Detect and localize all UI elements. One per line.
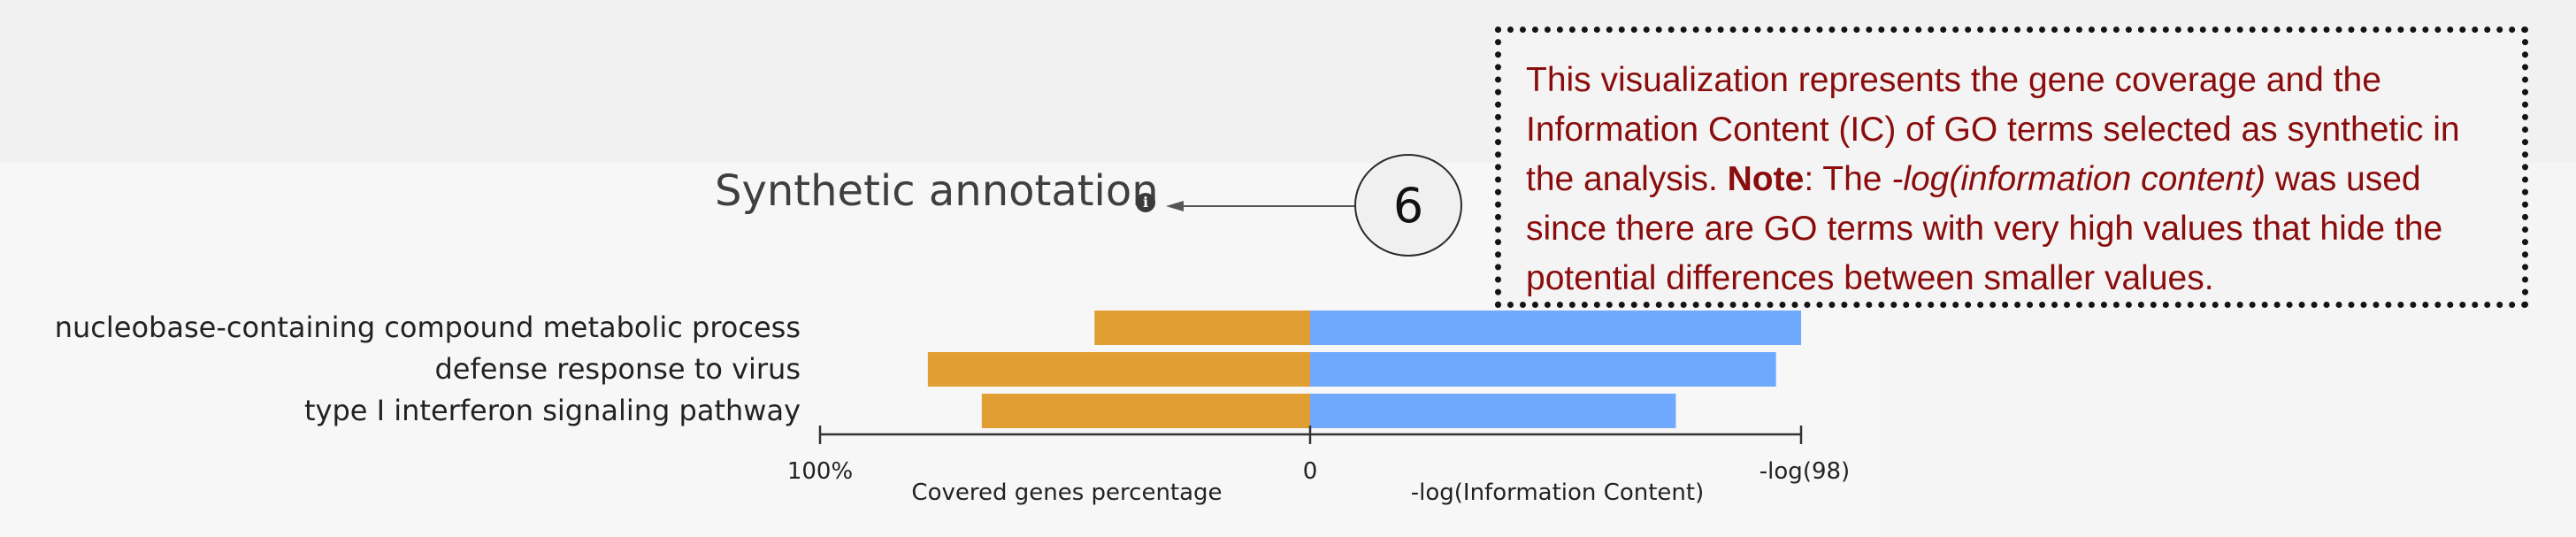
tick-label-zero: 0 xyxy=(1303,458,1318,485)
bar-coverage[interactable] xyxy=(981,394,1310,428)
note-text-after: was used since there are GO terms with v… xyxy=(1526,160,2443,297)
note-emphasis: -log(information content) xyxy=(1891,160,2266,198)
bar-information-content[interactable] xyxy=(1310,394,1676,428)
tick-label-left: 100% xyxy=(787,458,853,485)
chart-title: Synthetic annotation xyxy=(715,166,1159,216)
category-label: type I interferon signaling pathway xyxy=(304,394,801,427)
note-label: Note xyxy=(1727,160,1805,198)
axis-label-information-content: -log(Information Content) xyxy=(1411,479,1704,506)
note-box: This visualization represents the gene c… xyxy=(1495,27,2528,308)
bar-coverage[interactable] xyxy=(1094,311,1310,345)
info-icon[interactable]: i xyxy=(1136,193,1155,212)
note-text-mid: : The xyxy=(1804,160,1892,198)
axis-label-coverage: Covered genes percentage xyxy=(911,479,1222,506)
bar-information-content[interactable] xyxy=(1310,352,1776,387)
category-label: nucleobase-containing compound metabolic… xyxy=(55,311,801,344)
tick-label-right: -log(98) xyxy=(1760,458,1850,485)
bar-information-content[interactable] xyxy=(1310,311,1801,345)
callout-arrow-head xyxy=(1166,201,1184,211)
bar-coverage[interactable] xyxy=(927,352,1310,387)
note-text-intro: This visualization represents the gene c… xyxy=(1526,61,2460,198)
callout-number: 6 xyxy=(1354,154,1462,257)
category-label: defense response to virus xyxy=(434,352,801,386)
